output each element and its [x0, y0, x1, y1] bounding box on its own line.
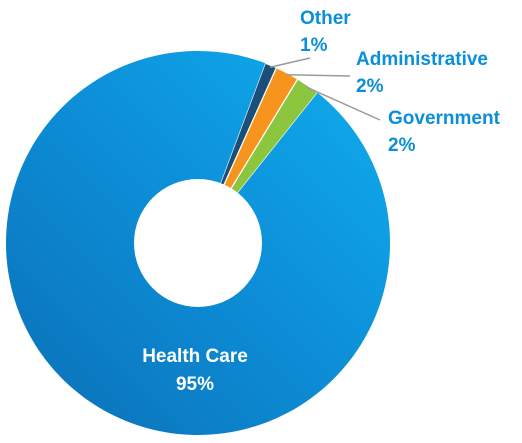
label-health-care-name: Health Care [142, 346, 248, 367]
label-health-care-value: 95% [176, 374, 214, 395]
label-administrative: Administrative 2% [356, 49, 488, 97]
label-government-value: 2% [388, 135, 416, 156]
label-government-name: Government [388, 108, 501, 129]
label-health-care: Health Care 95% [142, 346, 248, 395]
leader-lines [269, 57, 381, 121]
label-other: Other 1% [300, 8, 351, 56]
label-administrative-value: 2% [356, 76, 384, 97]
leader-government [306, 86, 381, 121]
label-other-value: 1% [300, 35, 328, 56]
leader-other [269, 57, 311, 68]
leader-administrative [286, 74, 351, 77]
label-administrative-name: Administrative [356, 49, 488, 70]
label-other-name: Other [300, 8, 351, 29]
donut-hole [134, 179, 262, 307]
label-government: Government 2% [388, 108, 501, 156]
